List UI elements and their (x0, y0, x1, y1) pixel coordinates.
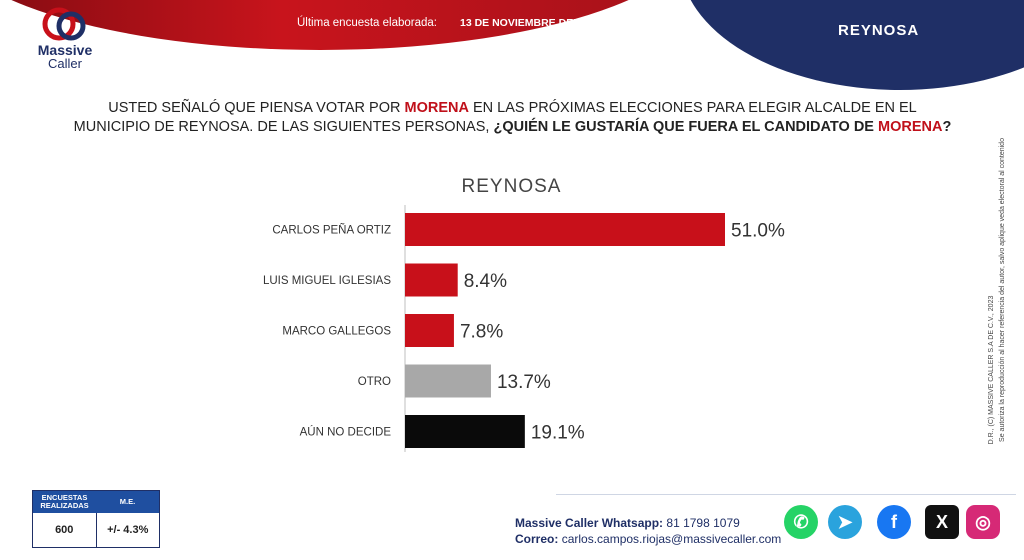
value-label-2: 7.8% (460, 322, 503, 343)
survey-date: 13 DE NOVIEMBRE DEL 2023 (460, 17, 606, 29)
stats-header-margin: M.E. (119, 497, 136, 506)
brand-subname: Caller (48, 56, 82, 71)
bar-3 (405, 364, 491, 398)
whatsapp-label: Massive Caller Whatsapp: (515, 516, 664, 530)
copyright-line-1: D.R., (C) MASSIVE CALLER S.A DE C.V., 20… (988, 296, 995, 445)
value-label-3: 13.7% (497, 372, 551, 393)
contact-divider (556, 494, 1016, 495)
value-label-4: 19.1% (531, 423, 585, 444)
question-text-2: EN LAS PRÓXIMAS ELECCIONES PARA ELEGIR A… (73, 100, 917, 135)
instagram-icon[interactable]: ◎ (966, 505, 1000, 539)
contact-whatsapp: Massive Caller Whatsapp: 81 1798 1079 (515, 516, 740, 530)
bar-0 (405, 213, 725, 246)
chart-title: REYNOSA (461, 176, 562, 197)
category-label-2: MARCO GALLEGOS (282, 326, 391, 338)
contact-email: Correo: carlos.campos.riojas@massivecall… (515, 532, 781, 546)
question-text-1: USTED SEÑALÓ QUE PIENSA VOTAR POR (108, 100, 405, 116)
question-highlight: ¿QUIÉN LE GUSTARÍA QUE FUERA EL CANDIDAT… (493, 119, 879, 135)
bar-1 (405, 263, 458, 297)
whatsapp-number: 81 1798 1079 (666, 516, 740, 530)
copyright-notice: D.R., (C) MASSIVE CALLER S.A DE C.V., 20… (988, 138, 1006, 445)
facebook-icon[interactable]: f (877, 505, 911, 539)
question-end: ? (942, 119, 952, 135)
category-label-1: LUIS MIGUEL IGLESIAS (263, 275, 391, 287)
whatsapp-icon[interactable]: ✆ (784, 505, 818, 539)
header-band (0, 0, 1024, 90)
email-label: Correo: (515, 532, 559, 546)
category-label-0: CARLOS PEÑA ORTIZ (272, 224, 391, 237)
copyright-line-2: Se autoriza la reproducción al hacer ref… (999, 138, 1006, 442)
survey-label: Última encuesta elaborada: (297, 17, 437, 29)
value-label-1: 8.4% (464, 271, 507, 292)
x-icon[interactable]: X (925, 505, 959, 539)
value-label-0: 51.0% (731, 221, 785, 242)
party-name-2: MORENA (878, 119, 943, 135)
bar-2 (405, 314, 454, 347)
survey-question: USTED SEÑALÓ QUE PIENSA VOTAR POR MORENA… (70, 99, 955, 137)
stats-surveys-value: 600 (33, 513, 97, 547)
party-name: MORENA (404, 100, 469, 116)
email-address: carlos.campos.riojas@massivecaller.com (561, 532, 782, 546)
brand-name: Massive (37, 42, 93, 58)
category-label-4: AÚN NO DECIDE (300, 426, 392, 439)
category-label-3: OTRO (358, 376, 391, 388)
stats-table: ENCUESTAS REALIZADAS M.E. 600 +/- 4.3% (32, 490, 160, 548)
stats-margin-value: +/- 4.3% (107, 524, 149, 536)
telegram-icon[interactable]: ➤ (828, 505, 862, 539)
city-tag: REYNOSA (838, 22, 920, 39)
massive-caller-logo (42, 7, 86, 41)
bar-4 (405, 415, 525, 448)
stats-header-surveys: ENCUESTAS REALIZADAS (40, 493, 89, 510)
